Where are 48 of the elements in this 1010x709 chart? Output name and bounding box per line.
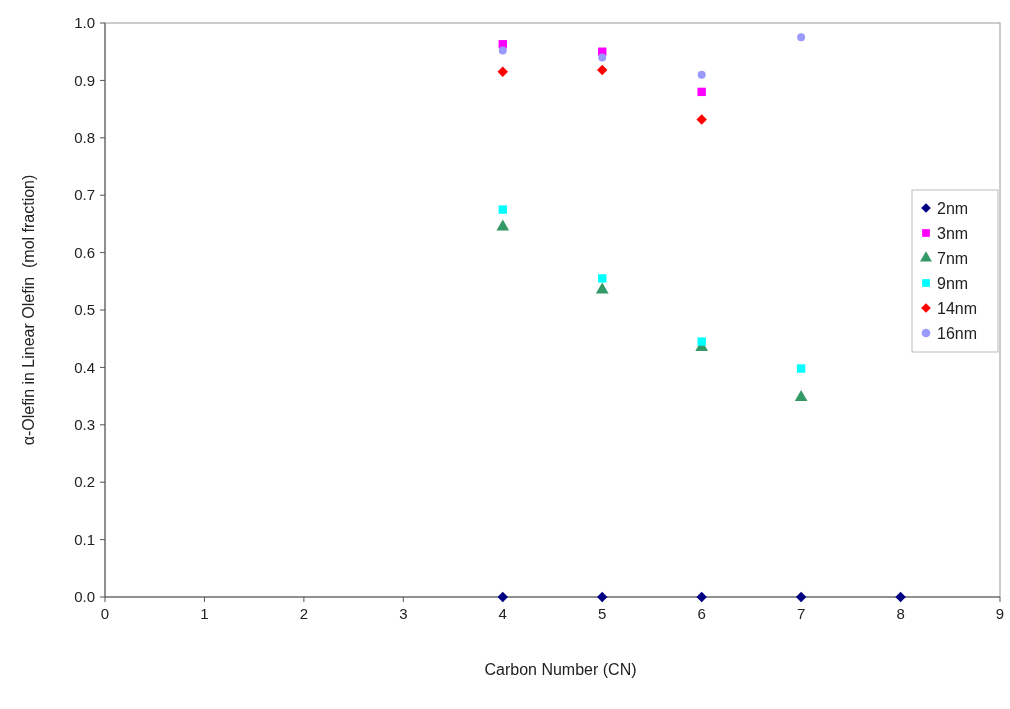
y-tick-label: 0.6 (74, 243, 95, 261)
y-tick-label: 0.4 (74, 358, 95, 376)
point (796, 364, 806, 373)
point (697, 87, 706, 97)
y-tick-label: 0.2 (74, 473, 95, 491)
point (696, 114, 707, 125)
x-tick-label: 5 (598, 605, 607, 622)
x-tick-label: 3 (399, 605, 408, 622)
point (697, 70, 706, 79)
x-tick-label: 0 (100, 605, 110, 622)
point (696, 591, 707, 603)
x-tick-label: 4 (498, 605, 507, 622)
point (598, 53, 607, 62)
y-axis-title: α-Olefin in Linear Olefin (mol fraction) (20, 174, 37, 446)
legend-label: 7nm (937, 249, 969, 267)
point (596, 64, 608, 76)
legend-label: 9nm (937, 274, 969, 292)
point (598, 274, 607, 283)
point (797, 33, 806, 42)
legend-label: 2nm (937, 199, 969, 217)
y-tick-label: 0.0 (74, 588, 95, 606)
point (497, 66, 509, 78)
y-tick-label: 0.8 (74, 129, 95, 147)
point (498, 205, 507, 214)
point (496, 219, 510, 231)
point (595, 282, 609, 294)
point (497, 591, 509, 603)
legend-label: 14nm (937, 299, 978, 317)
x-tick-label: 6 (697, 605, 706, 622)
point (498, 46, 507, 55)
x-tick-label: 2 (299, 605, 309, 622)
point (697, 337, 706, 346)
y-tick-label: 0.3 (74, 416, 95, 434)
legend-label: 3nm (937, 224, 969, 242)
x-tick-label: 1 (200, 605, 209, 622)
y-tick-label: 0.9 (74, 71, 95, 89)
x-axis-title: Carbon Number (CN) (484, 661, 637, 678)
x-tick-label: 8 (896, 605, 905, 622)
y-tick-label: 0.5 (74, 301, 95, 319)
x-tick-label: 7 (796, 605, 806, 622)
legend-label: 16nm (937, 324, 978, 342)
point (596, 591, 608, 603)
y-tick-label: 1.0 (74, 14, 95, 32)
y-tick-label: 0.7 (74, 186, 95, 204)
point (795, 591, 807, 603)
y-tick-label: 0.1 (74, 530, 95, 548)
point (895, 591, 906, 603)
x-tick-label: 9 (995, 605, 1005, 622)
